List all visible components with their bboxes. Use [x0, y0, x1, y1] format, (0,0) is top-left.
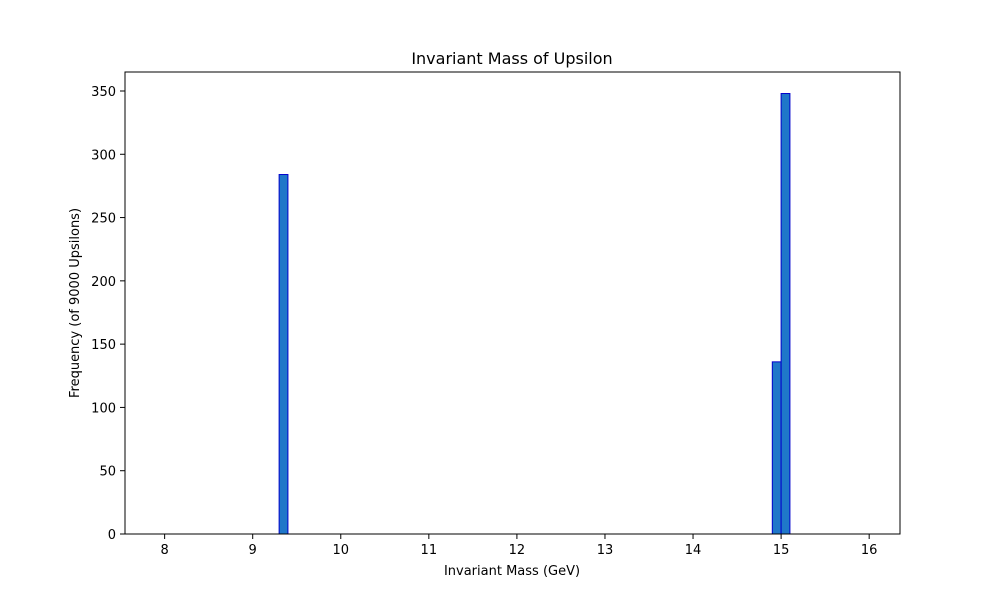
x-tick-label-0: 8: [160, 543, 168, 558]
y-axis-label: Frequency (of 9000 Upsilons): [68, 208, 83, 398]
bars-layer: [278, 93, 791, 535]
y-tick-label-4: 200: [91, 275, 116, 290]
chart-title: Invariant Mass of Upsilon: [411, 49, 612, 68]
histogram-bar-2: [780, 93, 791, 535]
x-tick-label-3: 11: [421, 543, 438, 558]
y-tick-label-5: 250: [91, 212, 116, 227]
y-tick-label-1: 50: [99, 465, 116, 480]
histogram-bar-0: [278, 174, 289, 535]
y-tick-label-7: 350: [91, 85, 116, 100]
y-tick-label-2: 100: [91, 401, 116, 416]
x-tick-label-2: 10: [332, 543, 349, 558]
x-tick-label-4: 12: [509, 543, 526, 558]
x-tick-label-5: 13: [597, 543, 614, 558]
plot-frame: [124, 71, 901, 535]
y-tick-label-0: 0: [108, 528, 116, 543]
x-axis-label: Invariant Mass (GeV): [444, 564, 580, 579]
x-axis-ticks: 8 9 10 11 12 13 14 15 16: [160, 534, 877, 558]
x-tick-label-6: 14: [685, 543, 702, 558]
y-axis-ticks: 0 50 100 150 200 250 300 350: [91, 85, 125, 543]
x-tick-label-7: 15: [773, 543, 790, 558]
y-tick-label-3: 150: [91, 338, 116, 353]
x-tick-label-1: 9: [249, 543, 257, 558]
histogram-bar-1: [771, 361, 782, 535]
y-tick-label-6: 300: [91, 148, 116, 163]
x-tick-label-8: 16: [861, 543, 878, 558]
